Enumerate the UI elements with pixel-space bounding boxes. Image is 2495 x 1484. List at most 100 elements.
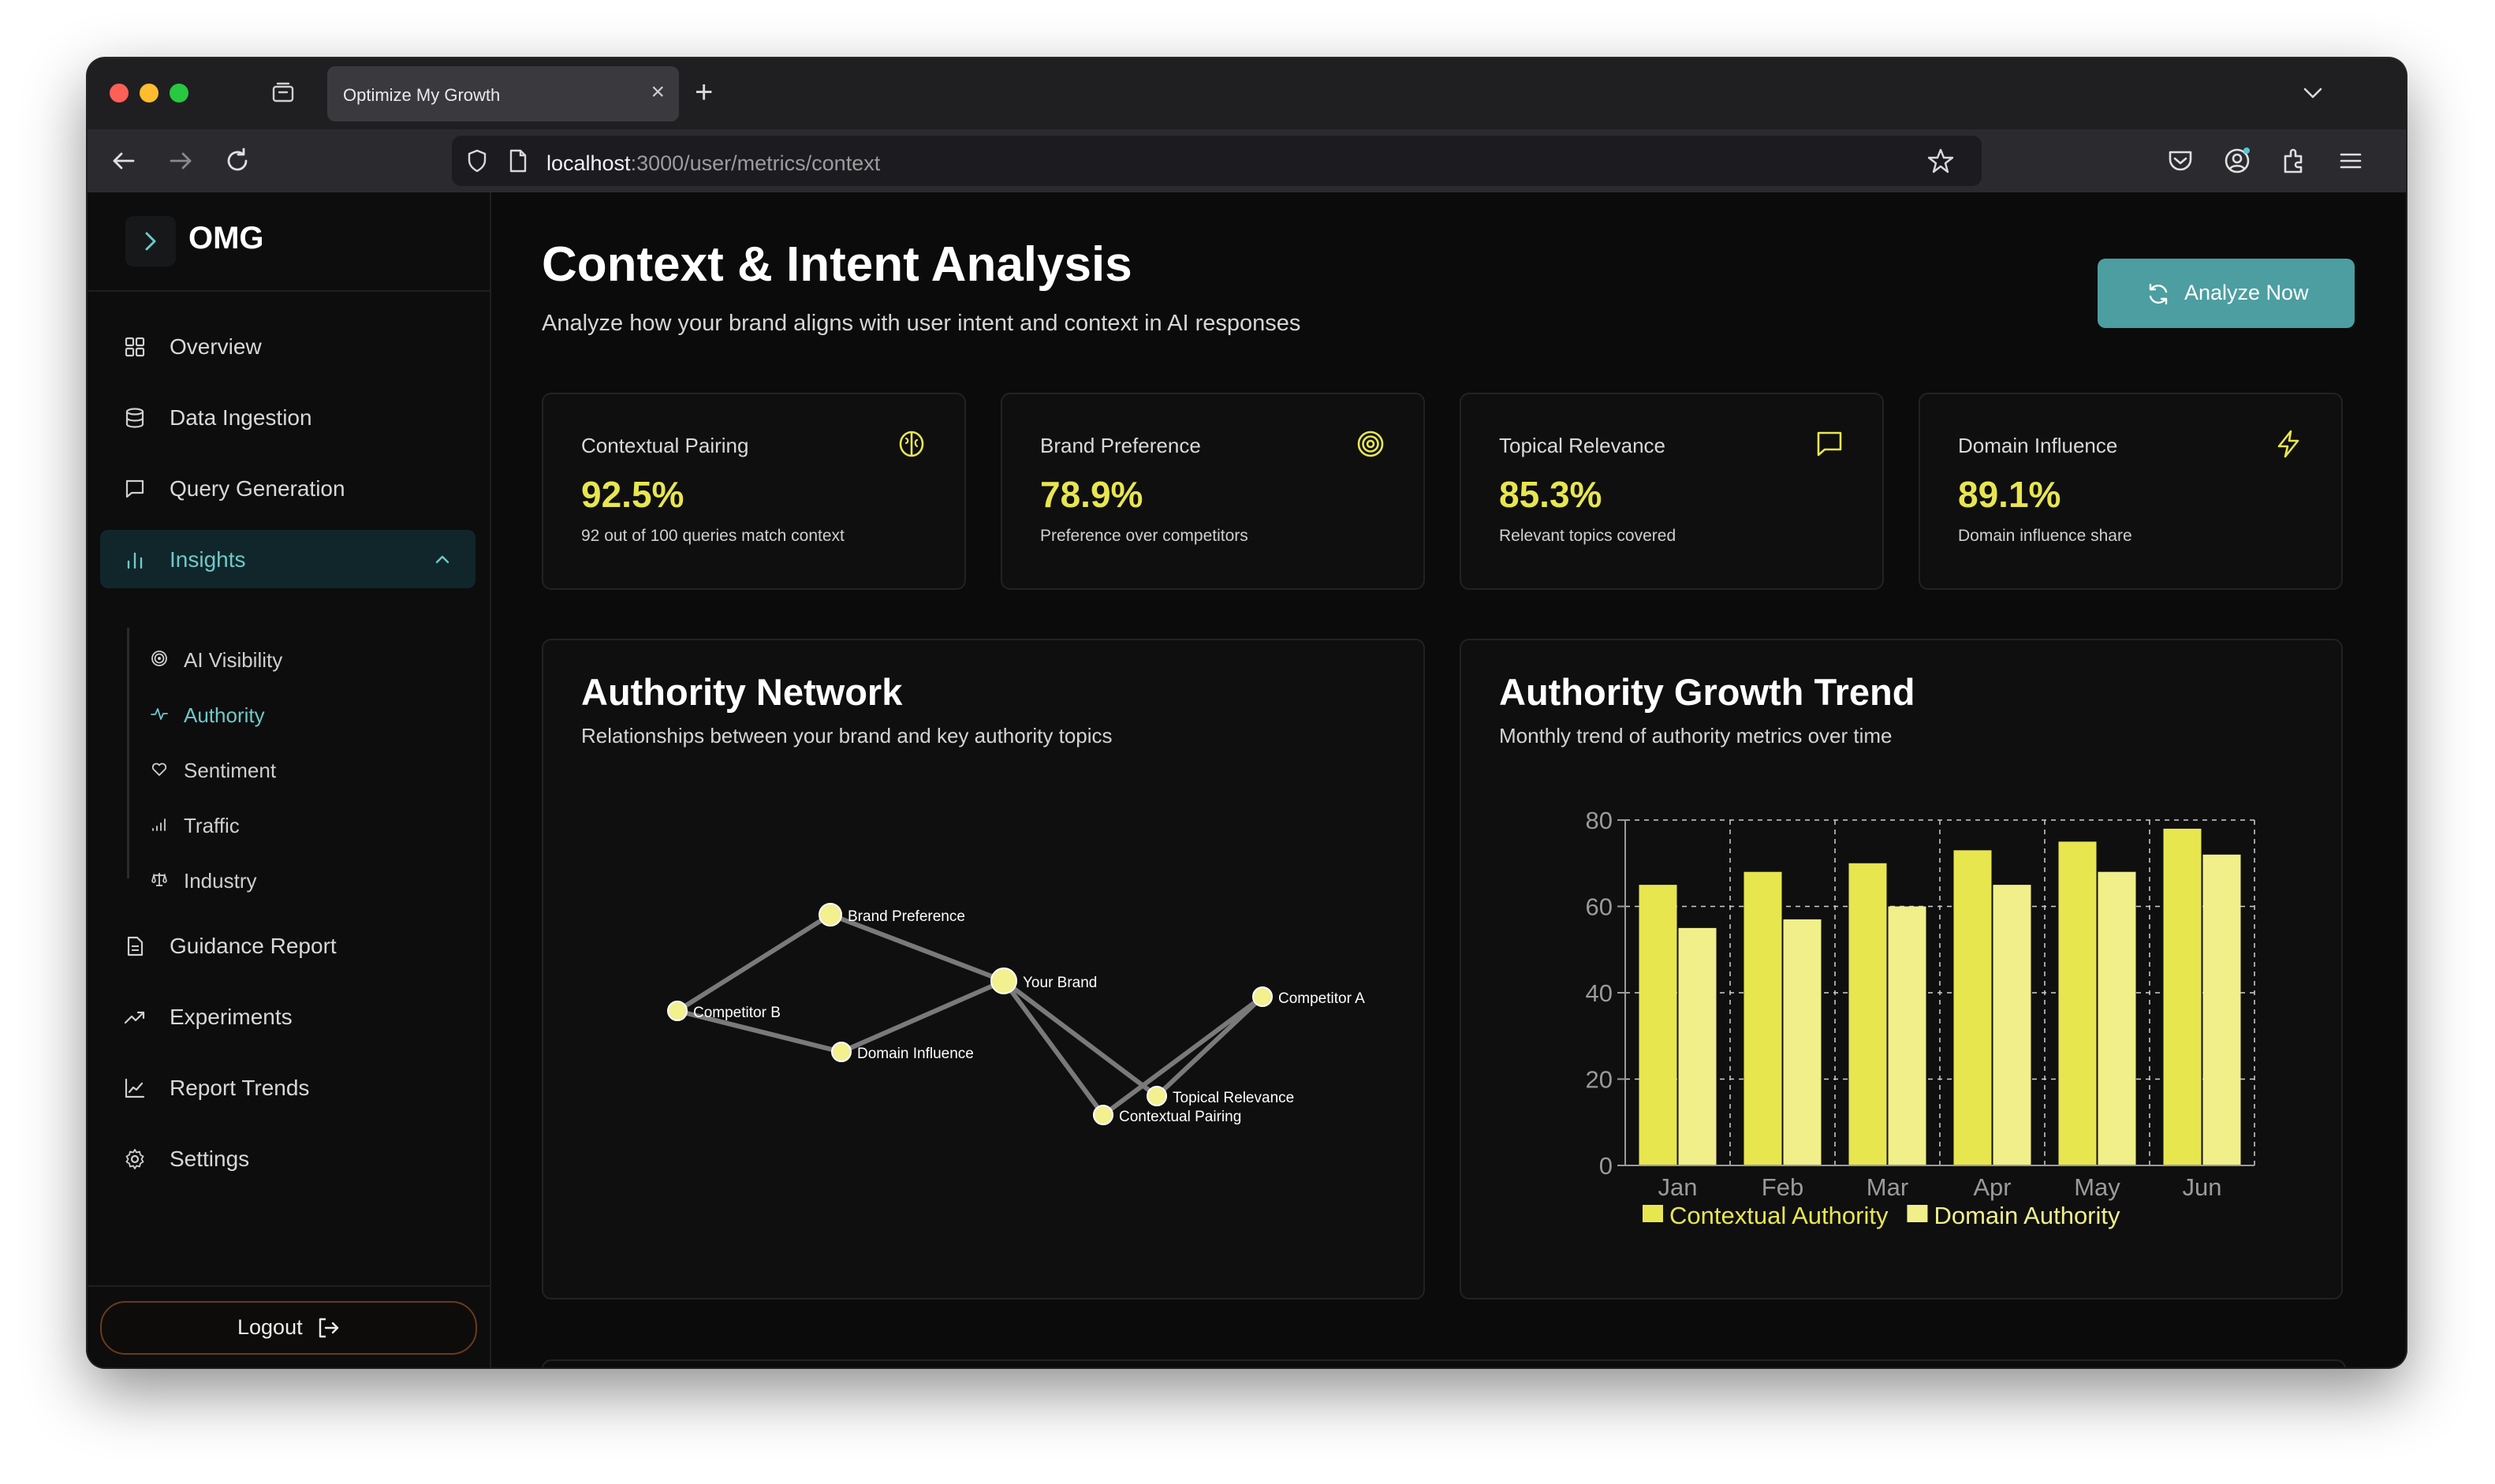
panel-title: Authority Growth Trend xyxy=(1499,671,1915,713)
y-tick-label: 60 xyxy=(1586,893,1613,921)
app-root: OMG Overview Data Ingestion Query Genera… xyxy=(88,192,2406,1367)
sidebar-subitem-label: Sentiment xyxy=(184,759,277,782)
x-tick-label: May xyxy=(2074,1173,2120,1201)
url-text[interactable]: localhost:3000/user/metrics/context xyxy=(546,151,881,175)
bar-domain-authority-jun[interactable] xyxy=(2202,854,2241,1165)
database-icon xyxy=(125,408,144,428)
bar-contextual-authority-jun[interactable] xyxy=(2163,828,2202,1165)
scale-icon xyxy=(151,873,167,886)
sidebar-toggle-button[interactable] xyxy=(125,216,176,267)
sidebar-item-experiments[interactable]: Experiments xyxy=(100,987,476,1046)
signal-icon xyxy=(152,818,166,831)
menu-icon[interactable] xyxy=(2335,145,2366,177)
network-node-topical-relevance[interactable] xyxy=(1147,1086,1167,1106)
network-link-competitor-a-contextual-pairing xyxy=(1101,994,1265,1117)
sidebar-item-label: Settings xyxy=(170,1147,250,1171)
zoom-window-button[interactable] xyxy=(170,84,188,103)
authority-network-graph: Brand Preference Your Brand Competitor A Co… xyxy=(667,903,1365,1125)
bar-contextual-authority-jan[interactable] xyxy=(1639,885,1677,1165)
analyze-now-button[interactable]: Analyze Now xyxy=(2098,259,2355,328)
chevron-up-icon[interactable] xyxy=(433,550,452,569)
network-node-label: Contextual Pairing xyxy=(1119,1109,1241,1125)
tab-bar: Optimize My Growth × + xyxy=(88,58,2406,129)
sidebar-item-label: Overview xyxy=(170,334,262,359)
bar-domain-authority-jan[interactable] xyxy=(1678,927,1717,1165)
x-tick-label: Apr xyxy=(1973,1173,2011,1201)
sidebar-item-overview[interactable]: Overview xyxy=(100,317,476,375)
back-arrow-icon[interactable] xyxy=(106,144,141,178)
new-tab-button[interactable]: + xyxy=(695,75,714,110)
sidebar-item-data-ingestion[interactable]: Data Ingestion xyxy=(100,388,476,446)
bar-chart-icon xyxy=(127,552,143,569)
bar-contextual-authority-apr[interactable] xyxy=(1953,850,1992,1165)
network-link-your-brand-contextual-pairing xyxy=(1001,979,1106,1117)
chevron-down-icon[interactable] xyxy=(2299,79,2327,107)
tab-overview-icon[interactable] xyxy=(270,80,296,106)
stat-title: Topical Relevance xyxy=(1499,434,1666,457)
network-link-competitor-b-brand-preference xyxy=(675,912,833,1013)
stat-card-domain-influence: Domain Influence 89.1% Domain influence … xyxy=(1919,393,2343,590)
bar-contextual-authority-mar[interactable] xyxy=(1848,863,1887,1165)
sidebar-item-insights[interactable]: Insights xyxy=(100,530,476,588)
logout-icon xyxy=(319,1318,339,1338)
panel-subtitle: Relationships between your brand and key… xyxy=(581,724,1113,748)
reload-icon[interactable] xyxy=(220,144,255,178)
sidebar-item-guidance-report[interactable]: Guidance Report xyxy=(100,916,476,975)
authority-growth-card: Authority Growth Trend Monthly trend of … xyxy=(1460,639,2343,1299)
network-link-competitor-a-topical-relevance xyxy=(1154,994,1265,1098)
brain-icon xyxy=(899,431,924,457)
legend-label[interactable]: Contextual Authority xyxy=(1669,1202,1889,1229)
network-link-brand-preference-your-brand xyxy=(828,912,1006,983)
forward-arrow-icon[interactable] xyxy=(163,144,198,178)
bar-contextual-authority-may[interactable] xyxy=(2058,841,2097,1165)
bookmark-star-icon[interactable] xyxy=(1926,147,1955,175)
network-node-domain-influence[interactable] xyxy=(831,1042,852,1062)
bar-domain-authority-apr[interactable] xyxy=(1993,885,2031,1165)
extensions-icon[interactable] xyxy=(2278,145,2310,177)
minimize-window-button[interactable] xyxy=(140,84,159,103)
bar-domain-authority-feb[interactable] xyxy=(1783,919,1822,1165)
message-square-icon xyxy=(125,479,144,498)
network-node-label: Topical Relevance xyxy=(1173,1090,1294,1106)
sidebar-item-report-trends[interactable]: Report Trends xyxy=(100,1058,476,1117)
stat-title: Domain Influence xyxy=(1958,434,2118,457)
network-node-competitor-b[interactable] xyxy=(667,1001,688,1021)
browser-tab[interactable]: Optimize My Growth × xyxy=(327,66,679,121)
page-subtitle: Analyze how your brand aligns with user … xyxy=(542,311,1301,336)
zap-icon xyxy=(2277,430,2299,458)
panel-subtitle: Monthly trend of authority metrics over … xyxy=(1499,724,1893,748)
network-node-label: Domain Influence xyxy=(857,1046,974,1062)
brand-header: OMG xyxy=(88,192,490,292)
line-chart-icon xyxy=(125,1078,145,1098)
x-tick-label: Jan xyxy=(1658,1173,1698,1201)
stat-description: Domain influence share xyxy=(1958,527,2132,545)
sidebar-item-label: Guidance Report xyxy=(170,934,337,958)
tab-title: Optimize My Growth xyxy=(343,85,501,105)
sidebar-item-query-generation[interactable]: Query Generation xyxy=(100,459,476,517)
target-icon xyxy=(1357,431,1384,457)
address-bar[interactable]: localhost:3000/user/metrics/context xyxy=(452,136,1982,186)
bar-domain-authority-mar[interactable] xyxy=(1888,906,1926,1166)
legend-label[interactable]: Domain Authority xyxy=(1934,1202,2120,1229)
browser-window: Optimize My Growth × + localhost:3000/us… xyxy=(88,58,2406,1367)
network-node-competitor-a[interactable] xyxy=(1252,986,1273,1007)
bar-domain-authority-may[interactable] xyxy=(2098,871,2136,1165)
shield-icon[interactable] xyxy=(464,148,490,173)
network-node-brand-preference[interactable] xyxy=(819,903,842,927)
network-node-contextual-pairing[interactable] xyxy=(1093,1105,1113,1125)
bar-contextual-authority-feb[interactable] xyxy=(1744,871,1782,1165)
sidebar-item-settings[interactable]: Settings xyxy=(100,1129,476,1188)
account-icon[interactable] xyxy=(2220,144,2254,178)
logout-button[interactable]: Logout xyxy=(100,1301,477,1355)
pocket-icon[interactable] xyxy=(2165,145,2196,177)
page-icon xyxy=(509,149,527,173)
y-tick-label: 40 xyxy=(1586,979,1613,1007)
network-node-your-brand[interactable] xyxy=(990,968,1017,994)
close-window-button[interactable] xyxy=(110,84,129,103)
trending-up-icon xyxy=(124,1011,145,1024)
close-tab-icon[interactable]: × xyxy=(651,79,665,105)
panel-title: Authority Network xyxy=(581,671,903,713)
grid-icon xyxy=(125,337,145,357)
submenu-rail xyxy=(127,628,129,878)
x-tick-label: Jun xyxy=(2183,1173,2222,1201)
